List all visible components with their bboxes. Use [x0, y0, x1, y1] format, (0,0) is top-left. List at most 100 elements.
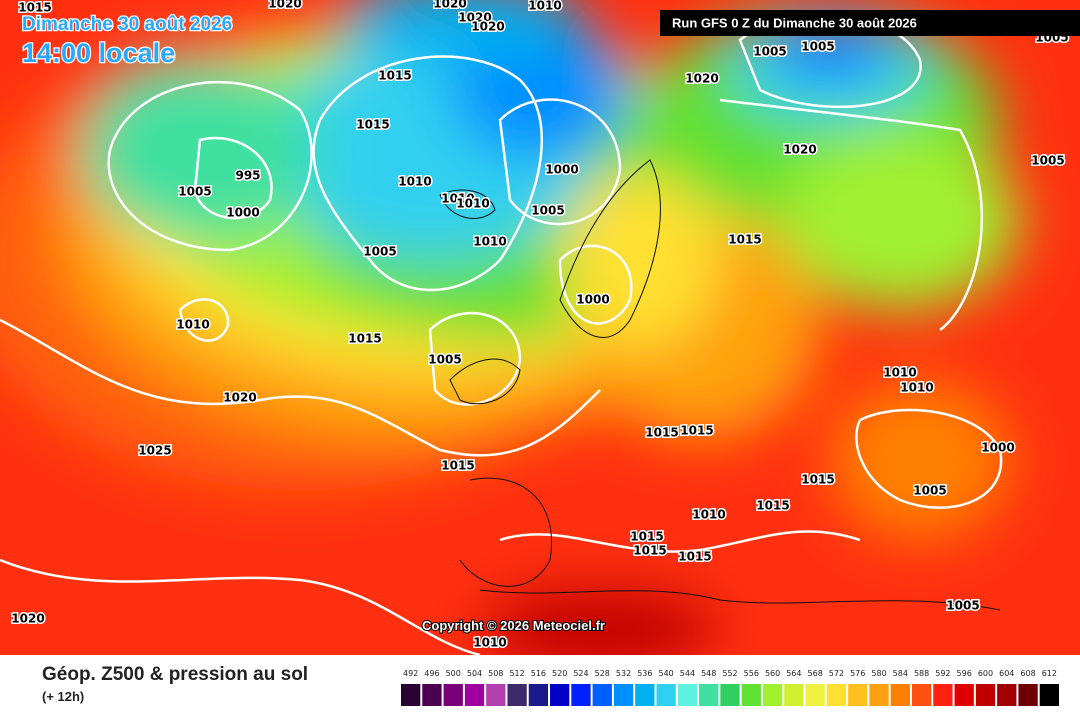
isobar-label: 1025	[138, 444, 171, 458]
scale-swatch	[997, 684, 1017, 706]
isobar-label: 1020	[223, 391, 256, 405]
scale-label: 564	[786, 669, 801, 678]
scale-swatch	[699, 684, 719, 706]
legend: Géop. Z500 & pression au sol (+ 12h) 492…	[0, 655, 1080, 713]
scale-label: 576	[850, 669, 865, 678]
isobar-label: 1005	[913, 484, 946, 498]
scale-label: 516	[531, 669, 546, 678]
isobar-label: 1020	[458, 11, 491, 25]
isobar-label: 1015	[756, 499, 789, 513]
isobar	[107, 81, 313, 252]
scale-swatch	[975, 684, 996, 706]
scale-label: 584	[893, 669, 908, 678]
scale-swatch	[613, 684, 634, 706]
scale-label: 504	[467, 669, 482, 678]
scale-label: 528	[595, 669, 610, 678]
scale-label: 492	[403, 669, 418, 678]
field-blob	[480, 590, 720, 655]
scale-label: 572	[829, 669, 844, 678]
isobar-label: 1015	[680, 424, 713, 438]
isobar-label: 1010	[473, 235, 506, 249]
field-blob	[830, 380, 1010, 540]
scale-swatch	[443, 684, 463, 706]
scale-label: 508	[488, 669, 503, 678]
isobar-label: 1020	[433, 0, 466, 11]
isobar-label: 1015	[378, 69, 411, 83]
scale-swatch	[550, 684, 570, 706]
isobar-label: 1005	[363, 245, 396, 259]
isobar-label: 1020	[11, 612, 44, 626]
isobar-label: 1015	[801, 473, 834, 487]
isobar-label: 1015	[645, 426, 678, 440]
isobar	[855, 408, 1003, 509]
field-blob	[340, 0, 580, 60]
scale-label: 560	[765, 669, 780, 678]
scale-label: 612	[1042, 669, 1057, 678]
isobar-label: 1010	[456, 197, 489, 211]
scale-swatch	[1039, 684, 1059, 706]
isobar-label: 1010	[692, 508, 725, 522]
isobar-label: 1015	[678, 550, 711, 564]
run-info: Run GFS 0 Z du Dimanche 30 août 2026	[672, 15, 917, 30]
isobar	[0, 318, 601, 457]
isobar-label: 1015	[633, 544, 666, 558]
scale-swatch	[911, 684, 932, 706]
scale-label: 608	[1020, 669, 1035, 678]
scale-label: 532	[616, 669, 631, 678]
isobar-label: 1010	[528, 0, 561, 13]
lead-time: (+ 12h)	[42, 689, 85, 704]
scale-swatch	[464, 684, 485, 706]
isobar-label: 1000	[576, 293, 609, 307]
scale-label: 540	[658, 669, 673, 678]
field-blob	[560, 170, 720, 350]
isobar-label: 1010	[441, 192, 474, 206]
isobar-label: 1010	[900, 381, 933, 395]
isobar-label: 1005	[178, 185, 211, 199]
isobar-label: 1000	[545, 163, 578, 177]
field-blob	[770, 25, 890, 75]
scale-swatch	[805, 684, 825, 706]
scale-swatch	[401, 684, 421, 706]
scale-label: 580	[871, 669, 886, 678]
isobar	[193, 136, 273, 220]
scale-label: 588	[914, 669, 929, 678]
scale-label: 548	[701, 669, 716, 678]
isobar	[0, 558, 481, 655]
isobar-label: 1015	[348, 332, 381, 346]
date: Dimanche 30 août 2026	[22, 14, 232, 35]
scale-swatch	[635, 684, 655, 706]
legend-title: Géop. Z500 & pression au sol	[42, 664, 309, 685]
scale-label: 544	[680, 669, 695, 678]
coastline	[459, 477, 552, 587]
isobar-label: 1010	[473, 636, 506, 650]
coastline	[449, 358, 521, 405]
scale-label: 500	[446, 669, 461, 678]
coastline	[439, 189, 496, 219]
isobar-label: 1020	[268, 0, 301, 11]
isobar-label: 1000	[226, 206, 259, 220]
isobar	[312, 55, 544, 292]
isobar-label: 1005	[753, 45, 786, 59]
isobar-label: 1020	[783, 143, 816, 157]
isobar-label: 1015	[356, 118, 389, 132]
color-scale: 492 496 500 504 508 512 516 520 524 528 532 536 540 5…	[401, 669, 1059, 706]
run-banner	[660, 10, 1080, 36]
copyright: Copyright © 2026 Meteociel.fr	[422, 618, 605, 633]
scale-swatch	[486, 684, 506, 706]
isobar-label: 1010	[883, 366, 916, 380]
isobar-label: 995	[235, 169, 260, 183]
scale-swatch	[592, 684, 612, 706]
isobar	[428, 311, 522, 406]
scale-swatch	[1018, 684, 1038, 706]
scale-swatch	[848, 684, 868, 706]
scale-swatch	[933, 684, 953, 706]
scale-label: 524	[573, 669, 588, 678]
scale-swatch	[422, 684, 442, 706]
field-blob	[780, 130, 1020, 310]
scale-label: 496	[424, 669, 439, 678]
isobar	[498, 98, 622, 226]
scale-swatch	[528, 684, 549, 706]
isobar-label: 1010	[176, 318, 209, 332]
